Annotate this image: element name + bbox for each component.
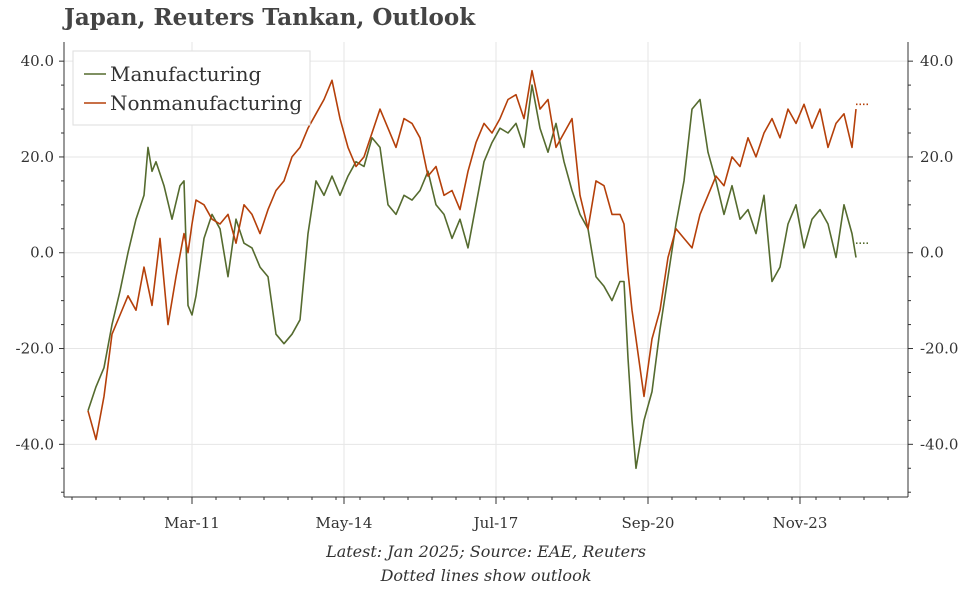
axes: -40.0 -40.0 -20.0 -20.0 0.0 0.0 20.0 20.0 40.0 40… [16, 42, 958, 532]
chart-plot: -40.0 -40.0 -20.0 -20.0 0.0 0.0 20.0 20.0 40.0 40… [16, 42, 958, 532]
outlook-footnote: Dotted lines show outlook [380, 566, 592, 585]
legend-label-nonmanufacturing: Nonmanufacturing [110, 91, 302, 115]
legend-box [72, 50, 311, 126]
x-tick-label: May-14 [316, 514, 373, 532]
source-footnote: Latest: Jan 2025; Source: EAE, Reuters [326, 542, 646, 561]
y-tick-label-right: 0.0 [920, 244, 944, 262]
legend: Manufacturing Nonmanufacturing [72, 50, 311, 126]
y-tick-label-left: -20.0 [16, 340, 54, 358]
y-tick-label-left: -40.0 [16, 435, 54, 453]
chart-title: Japan, Reuters Tankan, Outlook [64, 4, 476, 31]
series-line-manufacturing [87, 84, 857, 470]
y-tick-label-left: 20.0 [21, 148, 54, 166]
y-tick-label-left: 40.0 [21, 52, 54, 70]
y-tick-label-right: 40.0 [920, 52, 953, 70]
y-tick-label-right: -20.0 [920, 340, 958, 358]
y-tick-label-right: 20.0 [920, 148, 953, 166]
x-tick-label: Sep-20 [622, 514, 675, 532]
y-tick-label-left: 0.0 [30, 244, 54, 262]
legend-label-manufacturing: Manufacturing [110, 62, 261, 86]
x-tick-label: Jul-17 [472, 514, 519, 532]
gridlines [64, 42, 908, 497]
x-tick-label: Nov-23 [773, 514, 828, 532]
y-tick-label-right: -40.0 [920, 435, 958, 453]
series-line-nonmanufacturing [87, 69, 857, 441]
x-tick-label: Mar-11 [164, 514, 220, 532]
series-layer [87, 69, 868, 470]
